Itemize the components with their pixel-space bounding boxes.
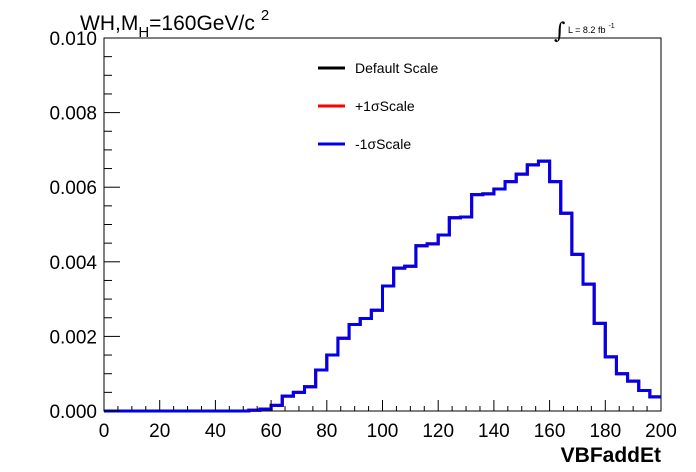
series-line-2 bbox=[104, 159, 661, 413]
title-rest: =160GeV/c bbox=[149, 12, 255, 35]
chart-title: WH,MH=160GeV/c 2 bbox=[80, 7, 269, 41]
legend-label-0: Default Scale bbox=[355, 60, 438, 76]
lumi-integral: ∫ bbox=[554, 19, 566, 44]
y-tick-label: 0.006 bbox=[49, 178, 97, 199]
legend: Default Scale +1σScale -1σScale bbox=[318, 60, 438, 152]
x-tick-label: 120 bbox=[422, 421, 454, 442]
title-subscript: H bbox=[138, 24, 149, 41]
y-tick-label: 0.008 bbox=[49, 104, 97, 125]
lumi-superscript: -1 bbox=[608, 23, 614, 30]
x-tick-label: 100 bbox=[367, 421, 399, 442]
y-tick-label: 0.002 bbox=[49, 327, 97, 348]
y-tick-label: 0.004 bbox=[49, 253, 97, 274]
legend-label-1: +1σScale bbox=[355, 98, 415, 114]
x-tick-label: 80 bbox=[316, 421, 337, 442]
x-tick-label: 200 bbox=[645, 421, 677, 442]
x-tick-label: 40 bbox=[205, 421, 226, 442]
x-tick-label: 180 bbox=[589, 421, 621, 442]
x-tick-label: 140 bbox=[478, 421, 510, 442]
x-tick-label: 60 bbox=[261, 421, 282, 442]
series-layer bbox=[104, 159, 661, 413]
title-superscript: 2 bbox=[261, 7, 269, 24]
x-tick-label: 0 bbox=[99, 421, 110, 442]
axis-layer: 0 20 40 60 80 100 120 140 160 180 200 0.000 0.002 0.0… bbox=[49, 29, 676, 442]
x-tick-label: 160 bbox=[534, 421, 566, 442]
y-tick-label: 0.010 bbox=[49, 29, 97, 50]
x-axis-label: VBFaddEt bbox=[561, 444, 661, 467]
title-main: WH,M bbox=[80, 12, 138, 35]
lumi-text: L = 8.2 fb bbox=[568, 25, 605, 35]
x-tick-label: 20 bbox=[149, 421, 170, 442]
lumi-label: L = 8.2 fb -1 bbox=[568, 23, 615, 35]
y-tick-label: 0.000 bbox=[49, 402, 97, 423]
legend-label-2: -1σScale bbox=[355, 136, 411, 152]
